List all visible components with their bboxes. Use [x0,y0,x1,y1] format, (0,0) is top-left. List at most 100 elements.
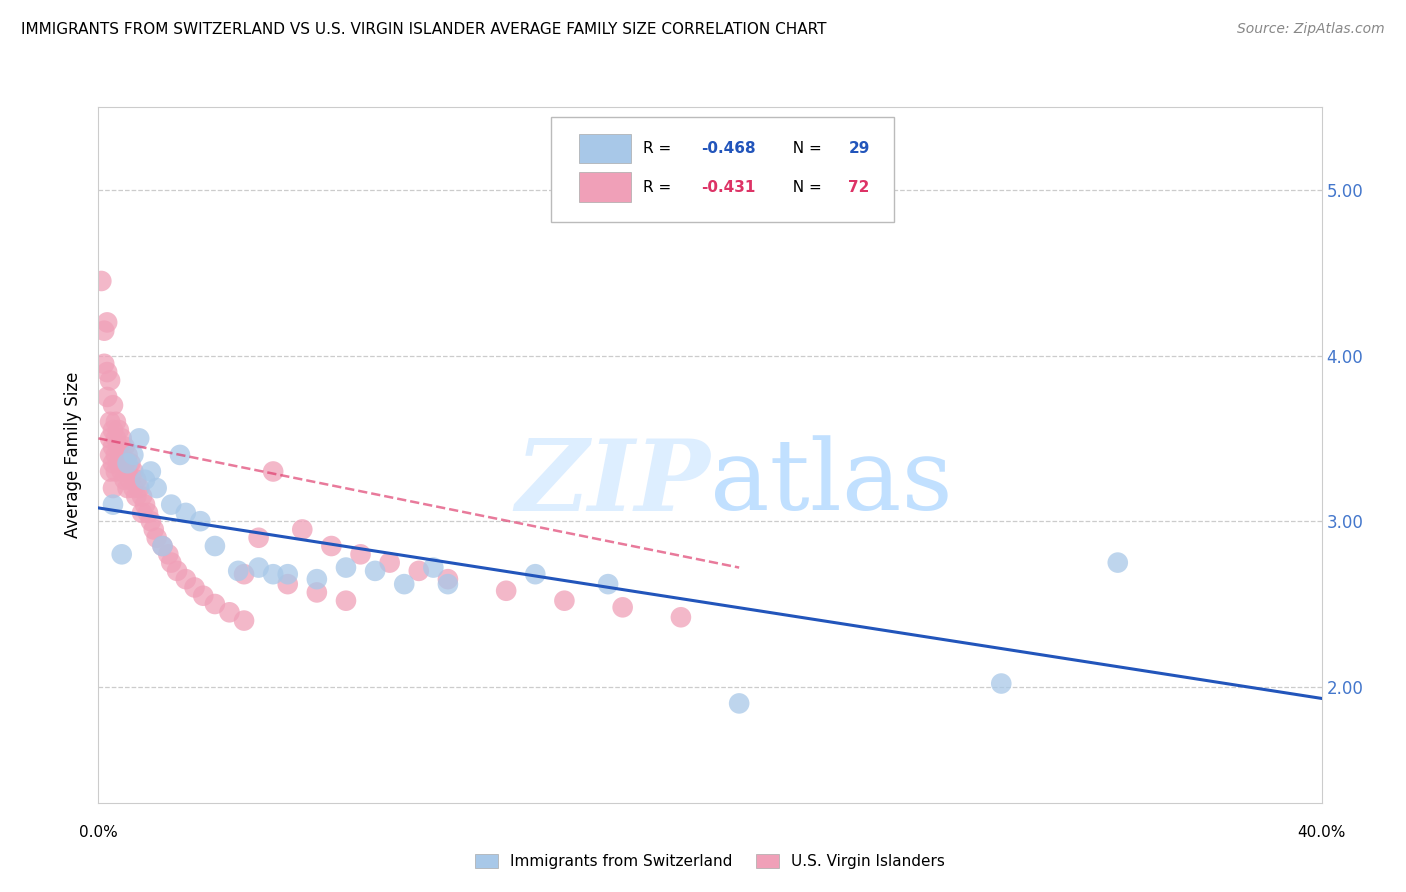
Point [108,456,131,470]
Point [108,423,131,437]
Point [96,365,118,379]
Point [262,465,284,479]
Point [174,506,197,520]
Text: -0.431: -0.431 [702,179,756,194]
Point [291,523,314,537]
Point [142,523,165,537]
Point [122,448,145,462]
FancyBboxPatch shape [579,172,630,202]
Point [169,448,191,462]
Point [495,583,517,598]
Point [136,506,159,520]
Legend: Immigrants from Switzerland, U.S. Virgin Islanders: Immigrants from Switzerland, U.S. Virgin… [470,847,950,875]
Point [349,547,371,561]
Point [131,489,153,503]
Point [335,560,357,574]
Point [612,600,634,615]
Point [101,423,124,437]
Point [98,465,121,479]
Point [364,564,387,578]
Text: IMMIGRANTS FROM SWITZERLAND VS U.S. VIRGIN ISLANDER AVERAGE FAMILY SIZE CORRELAT: IMMIGRANTS FROM SWITZERLAND VS U.S. VIRG… [21,22,827,37]
Point [93,357,115,371]
Point [125,489,148,503]
Point [152,539,174,553]
Point [160,498,183,512]
Point [98,373,121,387]
Point [90,274,112,288]
Point [104,415,127,429]
Point [233,614,256,628]
Point [378,556,401,570]
Point [98,415,121,429]
Point [553,593,575,607]
Point [193,589,215,603]
Point [305,585,328,599]
Point [669,610,692,624]
Text: Source: ZipAtlas.com: Source: ZipAtlas.com [1237,22,1385,37]
Point [437,577,460,591]
Point [120,473,142,487]
Point [117,448,139,462]
Point [183,581,205,595]
Point [247,531,270,545]
Point [277,577,299,591]
Point [218,605,240,619]
Point [128,431,150,445]
Point [990,676,1012,690]
Point [335,593,357,607]
Point [104,448,127,462]
Point [114,456,136,470]
Point [120,456,142,470]
Point [262,567,284,582]
Point [204,597,226,611]
Point [111,448,134,462]
Point [152,539,174,553]
Point [392,577,416,591]
Y-axis label: Average Family Size: Average Family Size [65,372,83,538]
Point [728,697,751,711]
Point [139,514,162,528]
Point [422,560,444,574]
Point [101,456,124,470]
Text: ZIP: ZIP [515,434,710,531]
Point [117,456,139,470]
Point [160,556,183,570]
Point [122,481,145,495]
Text: -0.468: -0.468 [702,141,756,156]
Point [98,431,121,445]
Point [1107,556,1129,570]
Point [96,390,118,404]
Point [117,481,139,495]
Point [101,398,124,412]
Point [277,567,299,582]
Point [247,560,270,574]
Point [139,465,162,479]
Point [408,564,430,578]
Point [101,481,124,495]
Text: 0.0%: 0.0% [79,825,118,840]
Point [188,514,212,528]
Text: R =: R = [643,179,676,194]
Point [114,440,136,454]
Text: N =: N = [783,179,827,194]
Point [122,465,145,479]
Point [98,448,121,462]
Text: atlas: atlas [710,435,953,531]
Text: 72: 72 [848,179,870,194]
Point [204,539,226,553]
Text: R =: R = [643,141,676,156]
Point [145,481,167,495]
Point [305,572,328,586]
Point [93,324,115,338]
Point [134,498,156,512]
Point [111,465,134,479]
Point [226,564,249,578]
FancyBboxPatch shape [579,134,630,163]
Point [157,547,180,561]
Point [134,473,156,487]
FancyBboxPatch shape [551,118,894,222]
Point [166,564,188,578]
Text: N =: N = [783,141,827,156]
Point [321,539,343,553]
Point [96,315,118,329]
